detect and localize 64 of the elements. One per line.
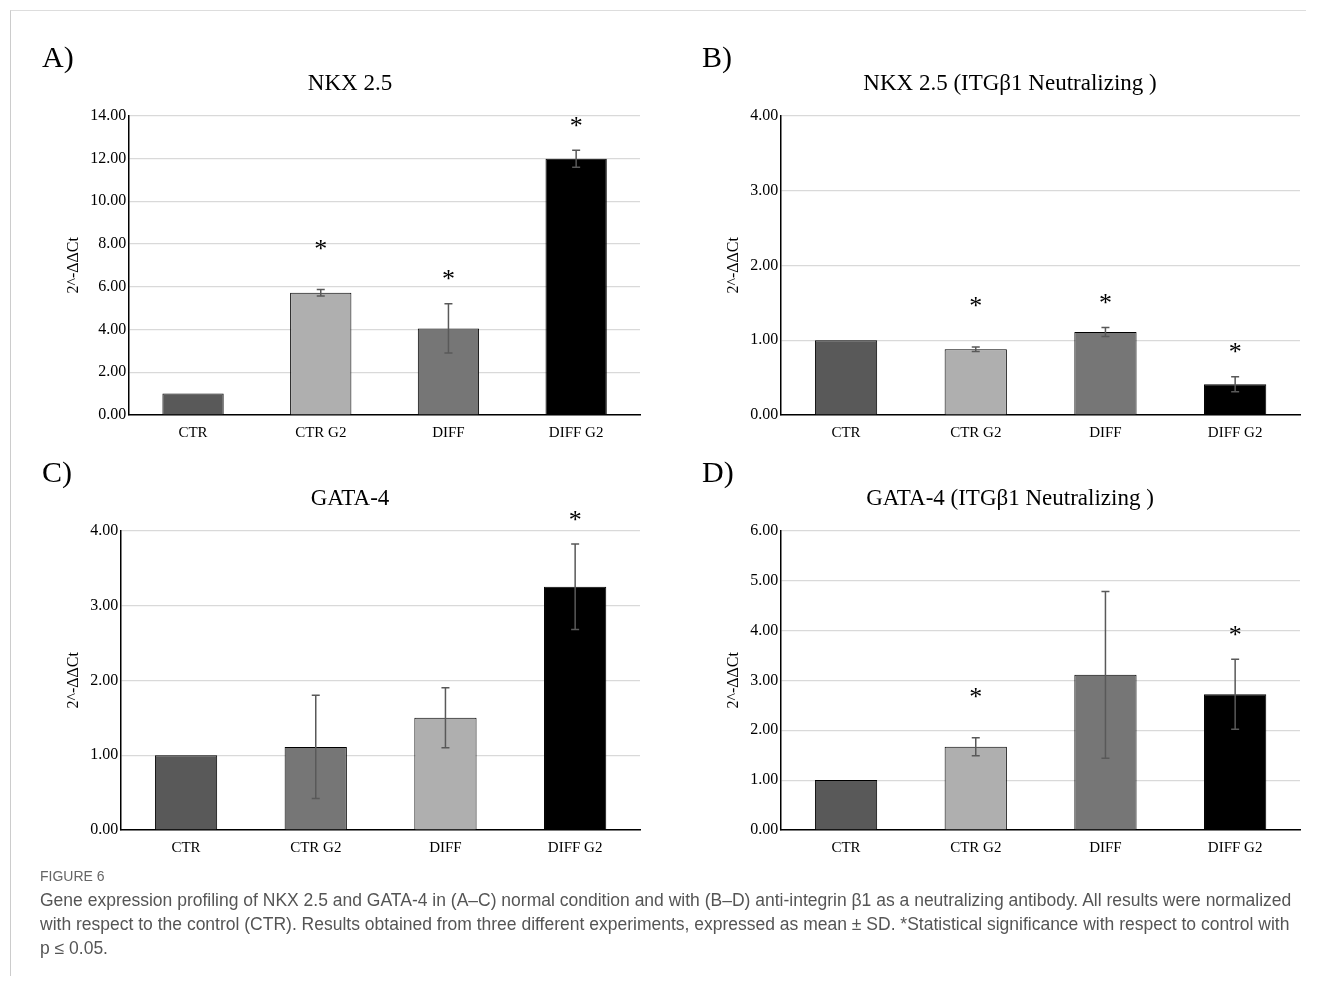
y-tick-label: 1.00: [750, 770, 779, 788]
y-axis-title: 2^-ΔΔCt: [723, 651, 741, 709]
x-tick-label: CTR G2: [290, 838, 342, 855]
annotation: *: [569, 110, 583, 140]
x-tick-label: DIFF G2: [548, 423, 604, 440]
x-tick-label: CTR G2: [295, 423, 347, 440]
annotation: *: [441, 264, 455, 294]
x-tick-label: DIFF G2: [1207, 838, 1263, 855]
y-tick-label: 4.00: [98, 319, 127, 337]
text: B): [702, 40, 732, 74]
y-tick-label: 3.00: [90, 595, 119, 613]
y-axis-title: 2^-ΔΔCt: [723, 236, 741, 294]
chart-title: GATA-4: [310, 484, 390, 510]
annotation: *: [969, 291, 983, 321]
annotation: *: [969, 681, 983, 711]
x-tick-label: DIFF: [429, 838, 462, 855]
x-tick-label: DIFF G2: [547, 838, 603, 855]
y-tick-label: 4.00: [750, 105, 779, 123]
y-tick-label: 12.00: [90, 148, 127, 166]
y-tick-label: 6.00: [98, 276, 127, 294]
y-tick-label: 6.00: [750, 520, 779, 538]
annotation: *: [314, 233, 328, 263]
chart-title: NKX 2.5: [307, 69, 393, 95]
y-axis-title: 2^-ΔΔCt: [63, 236, 81, 294]
y-tick-label: 2.00: [750, 255, 779, 273]
annotation: *: [568, 504, 582, 534]
x-tick-label: DIFF: [1089, 838, 1122, 855]
y-tick-label: 4.00: [750, 620, 779, 638]
text: A): [42, 40, 74, 74]
annotation: *: [1228, 337, 1242, 367]
x-tick-label: DIFF G2: [1207, 423, 1263, 440]
y-tick-label: 2.00: [750, 720, 779, 738]
y-tick-label: 3.00: [750, 180, 779, 198]
x-tick-label: CTR G2: [950, 423, 1002, 440]
x-tick-label: CTR: [171, 838, 201, 855]
text: C): [42, 455, 72, 489]
text: D): [702, 455, 734, 489]
y-tick-label: 0.00: [750, 820, 779, 838]
y-tick-label: 10.00: [90, 191, 127, 209]
x-tick-label: CTR: [831, 423, 861, 440]
y-tick-label: 4.00: [90, 520, 119, 538]
y-axis-title: 2^-ΔΔCt: [63, 651, 81, 709]
y-tick-label: 5.00: [750, 570, 779, 588]
y-tick-label: 8.00: [98, 234, 127, 252]
annotation: *: [1098, 287, 1112, 317]
text: Gene expression profiling of NKX 2.5 and GATA-4 in (A–C) normal condition and with (B–D) anti-integrin β1 as a neutralizing antibody. All results were normalized with respect to the control (CTR). Results obtained from three different experiments, expressed as mean ± SD. *Statistical significance with respect to control with p ≤ 0.05.: [40, 889, 1293, 960]
caption: FIGURE 6: [40, 868, 106, 884]
y-tick-label: 0.00: [98, 405, 127, 423]
y-tick-label: 1.00: [90, 745, 119, 763]
y-tick-label: 1.00: [750, 330, 779, 348]
y-tick-label: 0.00: [90, 820, 119, 838]
x-tick-label: CTR: [831, 838, 861, 855]
x-tick-label: CTR: [178, 423, 208, 440]
annotation: *: [1228, 619, 1242, 649]
x-tick-label: DIFF: [432, 423, 465, 440]
x-tick-label: DIFF: [1089, 423, 1122, 440]
chart-title: GATA-4 (ITGβ1 Neutralizing ): [866, 484, 1154, 510]
x-tick-label: CTR G2: [950, 838, 1002, 855]
chart-title: NKX 2.5 (ITGβ1 Neutralizing ): [863, 69, 1157, 95]
y-tick-label: 0.00: [750, 405, 779, 423]
y-tick-label: 3.00: [750, 670, 779, 688]
y-tick-label: 2.00: [98, 362, 127, 380]
y-tick-label: 14.00: [90, 105, 127, 123]
y-tick-label: 2.00: [90, 670, 119, 688]
